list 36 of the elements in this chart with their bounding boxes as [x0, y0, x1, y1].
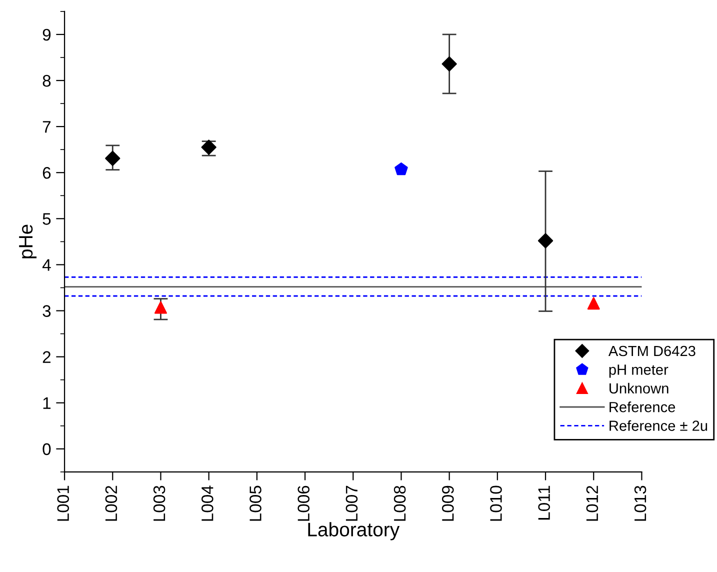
x-tick-label: L005: [250, 486, 262, 521]
point: [105, 150, 120, 166]
x-tick-label: L002: [105, 486, 118, 521]
y-tick-label: 7: [42, 121, 50, 133]
legend-label: Unknown: [610, 382, 668, 394]
x-tick-label: L006: [298, 486, 310, 521]
legend-label: ASTM D6423: [608, 346, 696, 356]
point: [587, 297, 600, 310]
point: [442, 56, 457, 72]
point: [394, 162, 408, 176]
x-tick-label: L010: [490, 486, 502, 521]
y-tick-label: 6: [42, 167, 51, 179]
y-tick-label: 5: [42, 213, 51, 225]
point: [154, 301, 167, 314]
y-tick-label: 9: [42, 28, 51, 41]
x-tick-label: L003: [153, 486, 166, 521]
legend-label: pH meter: [609, 364, 668, 378]
y-tick-label: 8: [42, 74, 51, 87]
y-axis-title: pHe: [19, 224, 37, 258]
x-tick-label: L007: [346, 486, 358, 521]
legend-label: Reference ± 2u: [610, 420, 708, 431]
x-tick-label: L012: [586, 486, 598, 521]
x-tick-label: L011: [538, 486, 550, 520]
x-tick-label: L008: [394, 486, 406, 521]
y-tick-label: 4: [42, 259, 51, 271]
y-tick-label: 0: [42, 443, 51, 456]
x-tick-label: L001: [57, 486, 70, 521]
legend-label: Reference: [610, 402, 676, 412]
y-tick-label: 2: [42, 351, 50, 363]
point: [538, 233, 554, 248]
x-tick-label: L009: [442, 486, 454, 521]
x-axis-title: Laboratory: [308, 522, 400, 540]
y-tick-label: 3: [42, 305, 51, 317]
x-tick-label: L013: [634, 486, 646, 521]
y-tick-label: 1: [43, 397, 51, 409]
x-tick-label: L004: [202, 486, 214, 521]
